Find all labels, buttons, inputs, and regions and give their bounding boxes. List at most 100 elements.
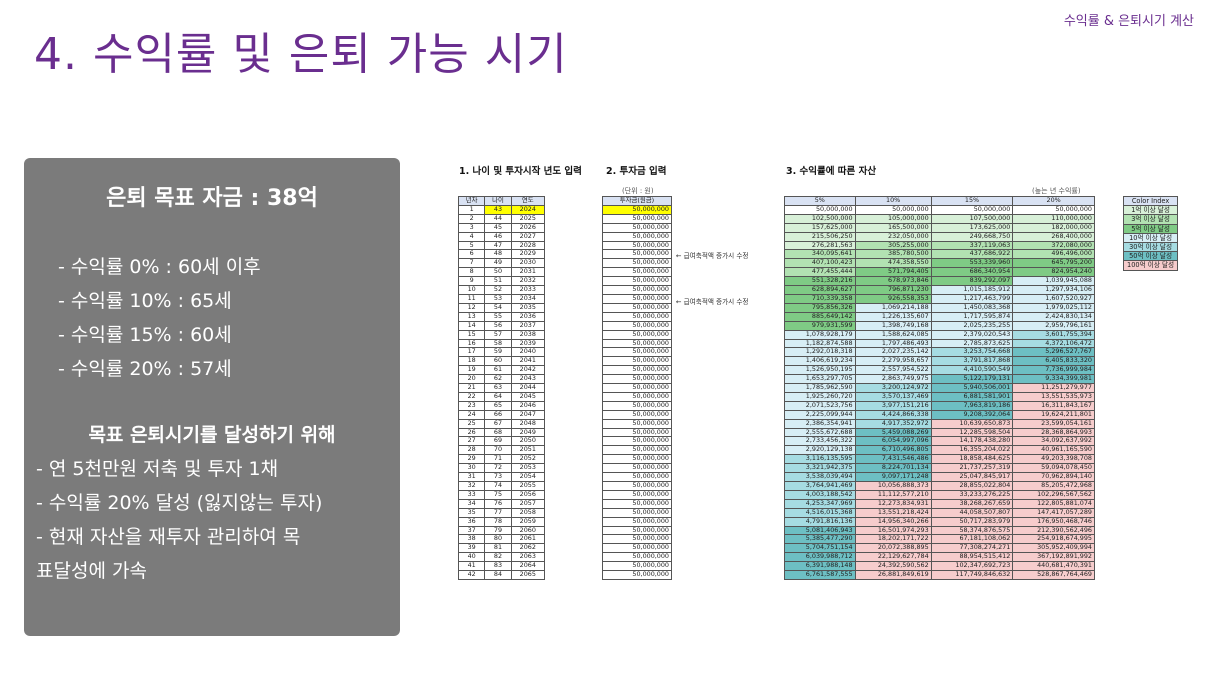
table-cell[interactable]: 69: [484, 436, 512, 447]
table-cell[interactable]: 18: [457, 356, 486, 367]
asset-cell[interactable]: 2,379,020,543: [930, 329, 1014, 340]
table-cell[interactable]: 63: [484, 383, 512, 393]
table-cell[interactable]: 26: [457, 427, 486, 438]
table-cell[interactable]: 2042: [510, 365, 546, 376]
asset-cell[interactable]: 10,639,650,873: [930, 418, 1014, 429]
table-cell[interactable]: 53: [484, 293, 512, 304]
table-cell[interactable]: 2049: [510, 427, 546, 438]
asset-cell[interactable]: 1,039,945,088: [1012, 276, 1095, 287]
asset-cell[interactable]: 33,233,276,225: [930, 489, 1014, 500]
asset-cell[interactable]: 1,607,520,927: [1012, 293, 1095, 304]
asset-cell[interactable]: 176,950,468,746: [1012, 516, 1095, 527]
table-cell[interactable]: 2034: [510, 293, 546, 304]
asset-cell[interactable]: 18,202,171,722: [854, 534, 932, 545]
table-cell[interactable]: 77: [484, 507, 512, 518]
asset-cell[interactable]: 26,881,849,619: [854, 570, 932, 580]
table-cell[interactable]: 54: [484, 302, 512, 313]
asset-cell[interactable]: 1,297,934,106: [1012, 285, 1095, 295]
asset-cell[interactable]: 232,050,000: [854, 231, 932, 242]
asset-cell[interactable]: 2,071,523,756: [784, 400, 856, 411]
invest-cell[interactable]: 50,000,000: [602, 561, 672, 572]
table-cell[interactable]: 60: [484, 356, 512, 367]
asset-cell[interactable]: 1,292,018,318: [784, 347, 856, 358]
table-cell[interactable]: 2053: [510, 463, 546, 474]
asset-cell[interactable]: 16,355,204,022: [930, 445, 1014, 456]
asset-cell[interactable]: 305,952,409,994: [1012, 543, 1095, 554]
asset-cell[interactable]: 28,368,864,993: [1012, 427, 1095, 438]
asset-cell[interactable]: 979,931,599: [784, 320, 856, 331]
table-cell[interactable]: 2044: [510, 383, 546, 393]
invest-cell[interactable]: 50,000,000: [602, 427, 672, 438]
asset-cell[interactable]: 102,500,000: [784, 213, 856, 224]
asset-cell[interactable]: 25,047,845,917: [930, 472, 1014, 482]
asset-cell[interactable]: 2,920,129,138: [784, 445, 856, 456]
asset-cell[interactable]: 107,500,000: [930, 213, 1014, 224]
asset-cell[interactable]: 885,649,142: [784, 311, 856, 322]
asset-cell[interactable]: 13,551,218,424: [854, 507, 932, 518]
asset-cell[interactable]: 645,795,200: [1012, 258, 1095, 269]
asset-cell[interactable]: 22,129,627,784: [854, 552, 932, 563]
table-cell[interactable]: 2054: [510, 472, 546, 482]
asset-cell[interactable]: 44,058,507,807: [930, 507, 1014, 518]
asset-cell[interactable]: 67,181,108,062: [930, 534, 1014, 545]
asset-cell[interactable]: 385,780,500: [854, 249, 932, 260]
asset-cell[interactable]: 7,431,546,486: [854, 454, 932, 465]
asset-cell[interactable]: 528,867,764,469: [1012, 570, 1095, 580]
table-cell[interactable]: 38: [457, 534, 486, 545]
table-cell[interactable]: 42: [457, 570, 486, 580]
asset-cell[interactable]: 5,122,179,131: [930, 374, 1014, 385]
asset-cell[interactable]: 254,918,674,995: [1012, 534, 1095, 545]
invest-cell[interactable]: 50,000,000: [602, 481, 672, 491]
asset-cell[interactable]: 77,308,274,271: [930, 543, 1014, 554]
table-cell[interactable]: 83: [484, 561, 512, 572]
table-cell[interactable]: 16: [457, 338, 486, 349]
table-cell[interactable]: 66: [484, 409, 512, 420]
table-cell[interactable]: 2028: [510, 240, 546, 251]
asset-cell[interactable]: 628,894,627: [784, 285, 856, 295]
asset-cell[interactable]: 3,791,817,868: [930, 356, 1014, 367]
asset-cell[interactable]: 1,069,214,188: [854, 302, 932, 313]
invest-cell[interactable]: 50,000,000: [602, 463, 672, 474]
table-cell[interactable]: 40: [457, 552, 486, 563]
table-cell[interactable]: 2033: [510, 285, 546, 295]
asset-cell[interactable]: 337,119,063: [930, 240, 1014, 251]
table-cell[interactable]: 27: [457, 436, 486, 447]
invest-cell[interactable]: 50,000,000: [602, 383, 672, 393]
asset-cell[interactable]: 8,224,701,134: [854, 463, 932, 474]
asset-cell[interactable]: 553,339,960: [930, 258, 1014, 269]
table-cell[interactable]: 2030: [510, 258, 546, 269]
asset-cell[interactable]: 50,000,000: [1012, 204, 1095, 215]
table-cell[interactable]: 81: [484, 543, 512, 554]
table-cell[interactable]: 21: [457, 383, 486, 393]
table-cell[interactable]: 2: [457, 213, 486, 224]
invest-cell[interactable]: 50,000,000: [602, 249, 672, 260]
table-cell[interactable]: 80: [484, 534, 512, 545]
asset-cell[interactable]: 24,392,590,562: [854, 561, 932, 572]
invest-cell[interactable]: 50,000,000: [602, 445, 672, 456]
asset-cell[interactable]: 1,406,619,234: [784, 356, 856, 367]
asset-cell[interactable]: 6,054,997,096: [854, 436, 932, 447]
table-cell[interactable]: 2035: [510, 302, 546, 313]
invest-cell[interactable]: 50,000,000: [602, 240, 672, 251]
invest-cell[interactable]: 50,000,000: [602, 213, 672, 224]
asset-cell[interactable]: 1,653,297,705: [784, 374, 856, 385]
asset-cell[interactable]: 2,555,672,688: [784, 427, 856, 438]
table-cell[interactable]: 2041: [510, 356, 546, 367]
table-cell[interactable]: 74: [484, 481, 512, 491]
table-cell[interactable]: 55: [484, 311, 512, 322]
invest-cell[interactable]: 50,000,000: [602, 329, 672, 340]
asset-cell[interactable]: 20,072,388,895: [854, 543, 932, 554]
table-cell[interactable]: 2059: [510, 516, 546, 527]
table-cell[interactable]: 2039: [510, 338, 546, 349]
table-cell[interactable]: 19: [457, 365, 486, 376]
table-cell[interactable]: 79: [484, 525, 512, 536]
asset-cell[interactable]: 3,321,942,375: [784, 463, 856, 474]
asset-cell[interactable]: 49,203,398,708: [1012, 454, 1095, 465]
asset-cell[interactable]: 11,112,577,210: [854, 489, 932, 500]
invest-cell[interactable]: 50,000,000: [602, 472, 672, 482]
asset-cell[interactable]: 2,027,235,142: [854, 347, 932, 358]
asset-cell[interactable]: 2,733,456,322: [784, 436, 856, 447]
asset-cell[interactable]: 926,558,353: [854, 293, 932, 304]
asset-cell[interactable]: 117,749,846,632: [930, 570, 1014, 580]
table-cell[interactable]: 2032: [510, 276, 546, 287]
